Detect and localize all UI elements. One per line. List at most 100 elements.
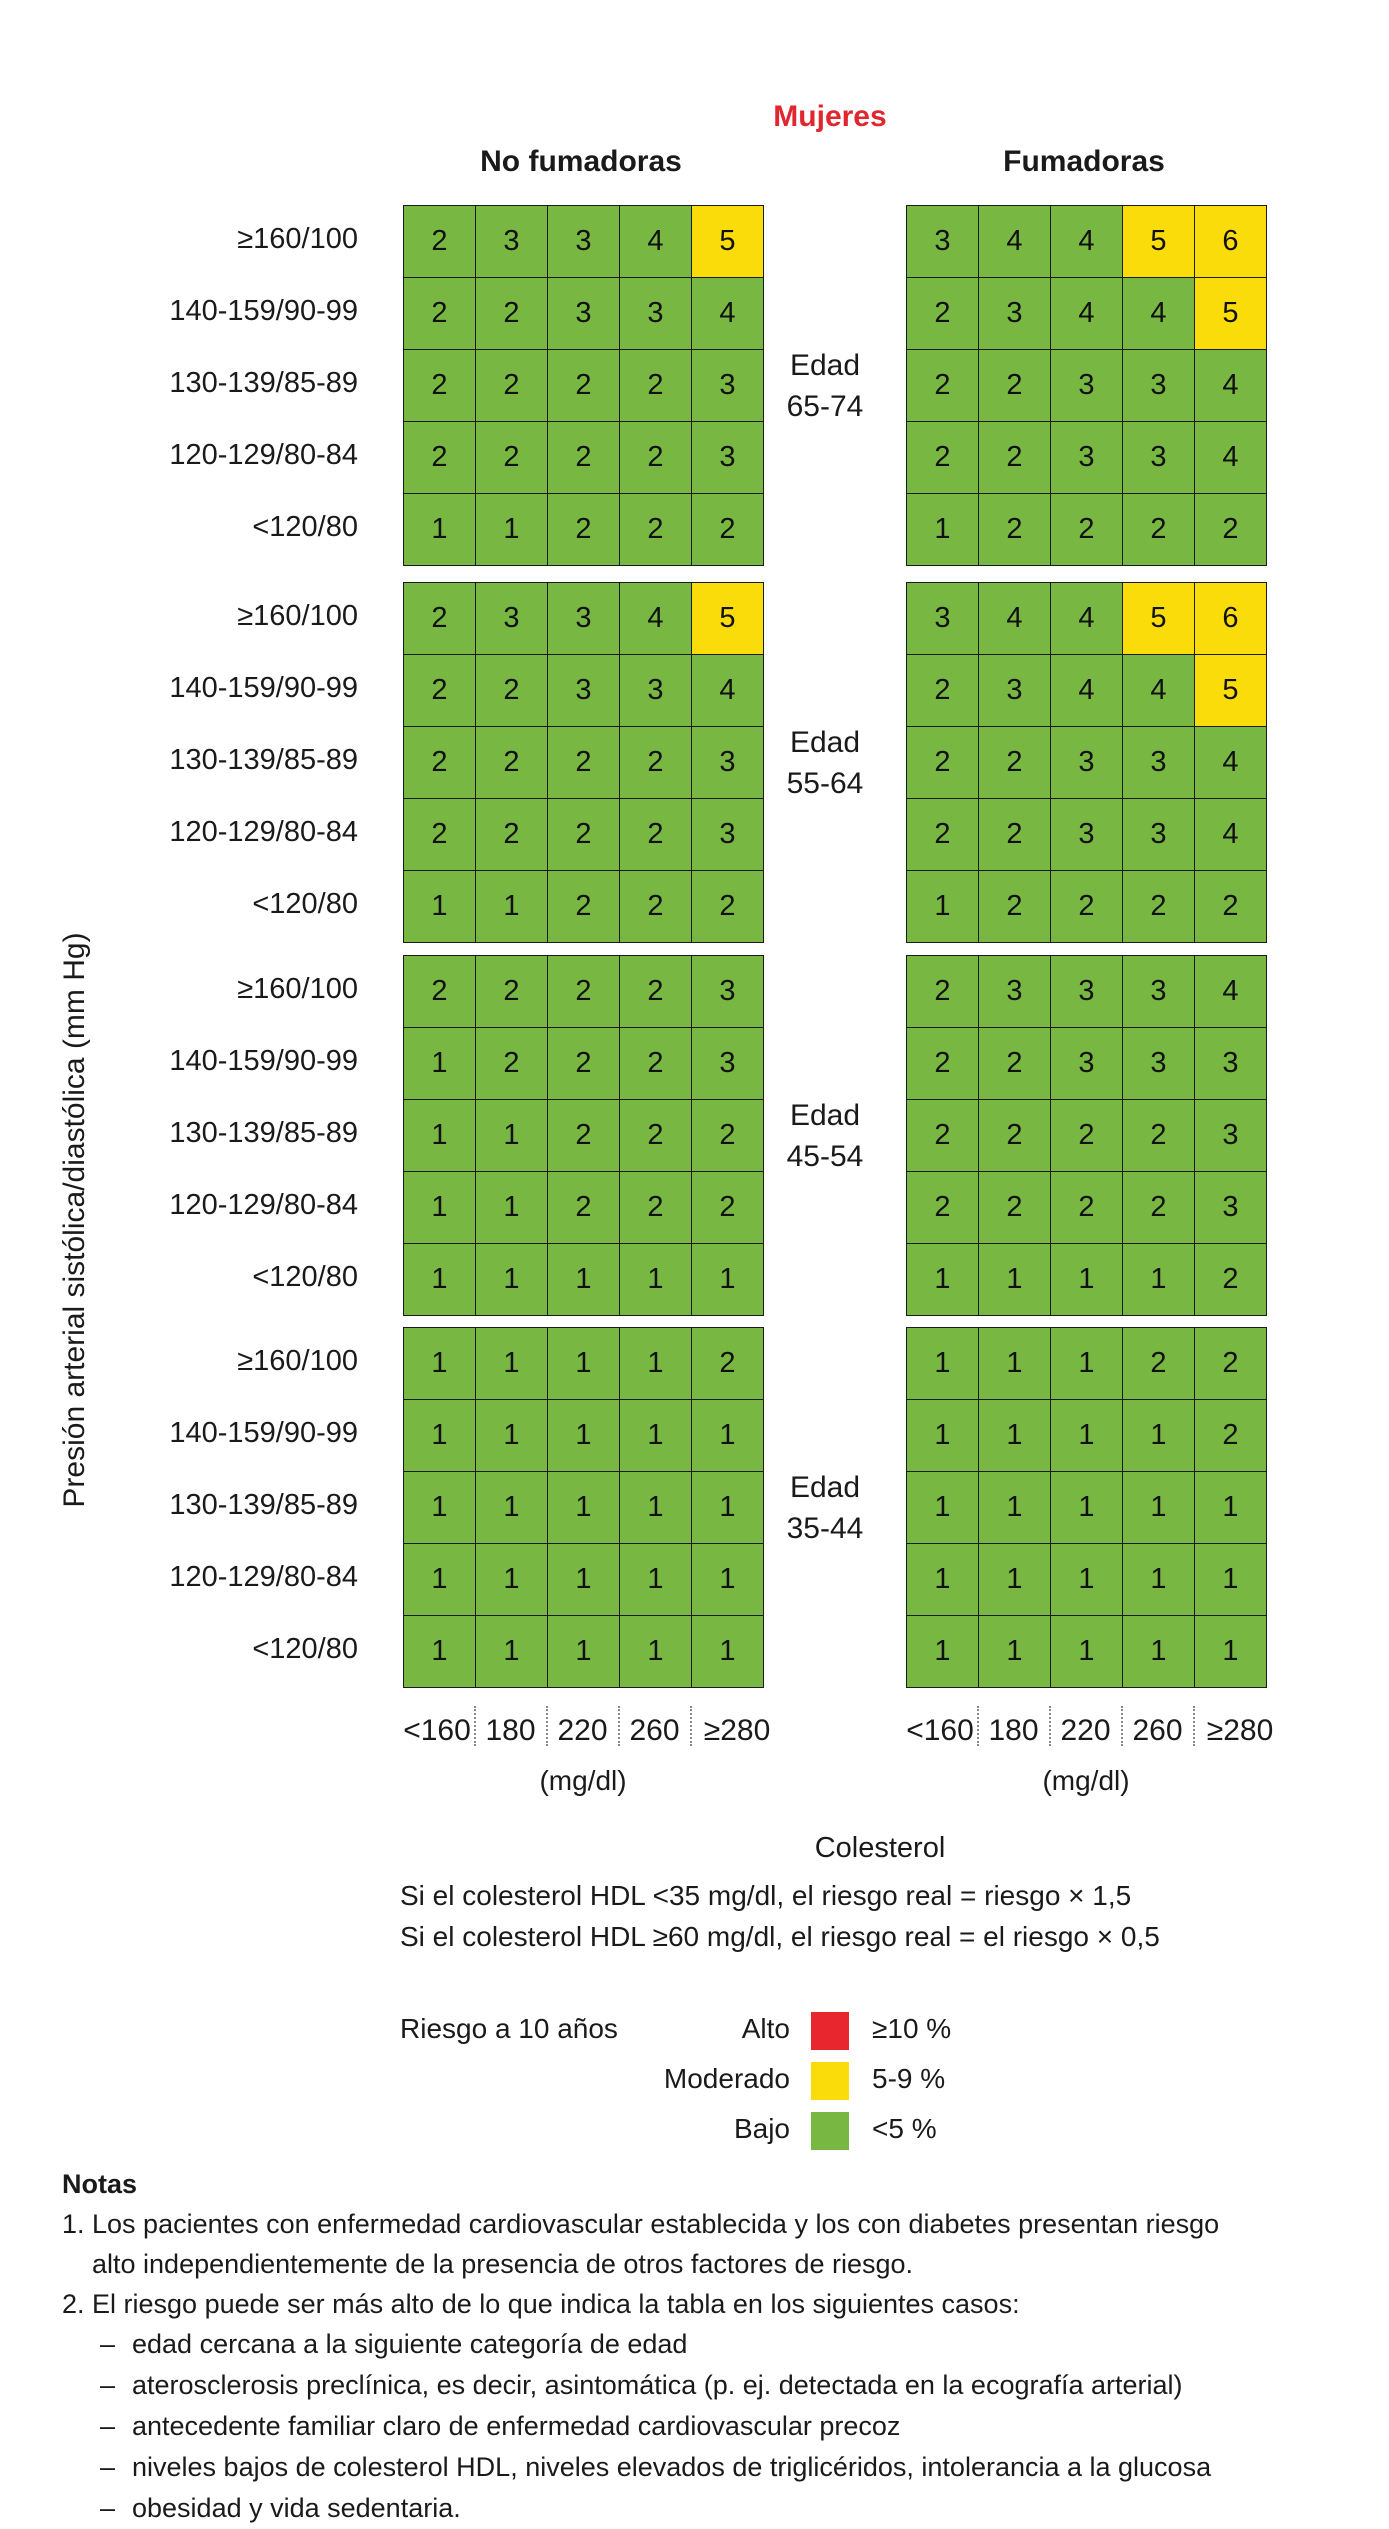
risk-cell: 5: [1195, 655, 1266, 726]
risk-cell: 1: [476, 1544, 547, 1615]
risk-cell: 1: [1195, 1472, 1266, 1543]
risk-cell: 2: [1123, 1100, 1194, 1171]
risk-cell: 3: [548, 583, 619, 654]
x-axis-label: Colesterol: [814, 1832, 946, 1864]
risk-cell: 2: [620, 1028, 691, 1099]
risk-cell: 3: [1123, 1028, 1194, 1099]
x-tick-label: ≥280: [1206, 1714, 1274, 1747]
age-label-line: Edad: [789, 349, 861, 382]
age-label-line: 65-74: [786, 390, 864, 423]
risk-cell: 4: [1123, 278, 1194, 349]
risk-cell: 1: [620, 1472, 691, 1543]
risk-cell: 1: [548, 1544, 619, 1615]
risk-cell: 1: [907, 1544, 978, 1615]
risk-cell: 2: [979, 350, 1050, 421]
x-unit-left: (mg/dl): [539, 1765, 627, 1796]
risk-cell: 2: [620, 494, 691, 565]
risk-cell: 3: [548, 278, 619, 349]
risk-cell: 3: [1195, 1100, 1266, 1171]
age-label-line: Edad: [789, 726, 861, 759]
row-label: 130-139/85-89: [169, 744, 358, 776]
row-label: <120/80: [252, 1633, 358, 1665]
risk-cell: 1: [692, 1544, 763, 1615]
risk-cell: 3: [979, 278, 1050, 349]
risk-cell: 3: [1051, 1028, 1122, 1099]
risk-cell: 2: [620, 350, 691, 421]
risk-cell: 5: [1195, 278, 1266, 349]
risk-cell: 3: [620, 278, 691, 349]
risk-cell: 1: [1051, 1472, 1122, 1543]
risk-cell: 2: [620, 871, 691, 942]
risk-cell: 4: [1051, 583, 1122, 654]
age-label: Edad 55-64: [760, 722, 890, 804]
risk-cell: 2: [548, 871, 619, 942]
risk-cell: 2: [1123, 871, 1194, 942]
risk-cell: 1: [692, 1244, 763, 1315]
risk-cell: 3: [1123, 350, 1194, 421]
risk-cell: 3: [979, 655, 1050, 726]
risk-cell: 3: [692, 350, 763, 421]
row-label: ≥160/100: [237, 223, 358, 255]
risk-cell: 1: [620, 1616, 691, 1687]
legend-label-moderado: Moderado: [663, 2063, 790, 2094]
risk-cell: 3: [548, 206, 619, 277]
x-tick-divider: [546, 1706, 548, 1746]
x-tick-divider: [618, 1706, 620, 1746]
bullet-dash: –: [100, 2329, 116, 2359]
row-label: 120-129/80-84: [169, 1561, 358, 1593]
risk-cell: 1: [979, 1472, 1050, 1543]
risk-cell: 4: [620, 583, 691, 654]
legend-label-bajo: Bajo: [733, 2113, 790, 2144]
risk-cell: 4: [979, 206, 1050, 277]
row-label: ≥160/100: [237, 1345, 358, 1377]
risk-cell: 4: [1195, 422, 1266, 493]
risk-cell: 1: [1123, 1472, 1194, 1543]
risk-cell: 4: [692, 278, 763, 349]
group-label-fumadoras: Fumadoras: [1003, 145, 1165, 178]
bullet-dash: –: [100, 2370, 116, 2400]
risk-cell: 2: [1195, 1328, 1266, 1399]
legend-label-alto: Alto: [741, 2013, 790, 2044]
risk-cell: 1: [404, 1328, 475, 1399]
age-label-line: 55-64: [786, 767, 864, 800]
risk-cell: 3: [1123, 727, 1194, 798]
risk-cell: 1: [979, 1544, 1050, 1615]
x-tick-label: 180: [988, 1714, 1039, 1747]
risk-cell: 1: [907, 1472, 978, 1543]
risk-cell: 3: [1051, 727, 1122, 798]
x-unit-right: (mg/dl): [1042, 1765, 1130, 1796]
risk-cell: 2: [404, 422, 475, 493]
x-tick-label: 260: [1132, 1714, 1183, 1747]
risk-cell: 2: [979, 422, 1050, 493]
risk-cell: 3: [1051, 956, 1122, 1027]
risk-cell: 2: [404, 583, 475, 654]
age-label: Edad 45-54: [760, 1095, 890, 1177]
risk-cell: 1: [907, 1244, 978, 1315]
bullet-dash: –: [100, 2411, 116, 2441]
risk-cell: 2: [979, 1028, 1050, 1099]
risk-cell: 3: [907, 206, 978, 277]
risk-cell: 4: [1123, 655, 1194, 726]
risk-cell: 2: [548, 1100, 619, 1171]
age-label: Edad 65-74: [760, 345, 890, 427]
risk-cell: 2: [692, 871, 763, 942]
risk-cell: 1: [476, 1472, 547, 1543]
y-axis-label: Presión arterial sistólica/diastólica (m…: [58, 932, 91, 1508]
risk-cell: 4: [979, 583, 1050, 654]
risk-cell: 3: [692, 422, 763, 493]
risk-cell: 4: [1195, 350, 1266, 421]
row-label: 130-139/85-89: [169, 1489, 358, 1521]
legend-swatch-bajo: [811, 2112, 849, 2150]
risk-cell: 2: [620, 727, 691, 798]
risk-cell: 3: [476, 583, 547, 654]
risk-cell: 5: [692, 206, 763, 277]
risk-cell: 1: [476, 1244, 547, 1315]
risk-cell: 2: [1051, 494, 1122, 565]
risk-cell: 3: [1195, 1028, 1266, 1099]
age-label-line: 35-44: [786, 1512, 864, 1545]
risk-cell: 4: [1051, 278, 1122, 349]
row-label: <120/80: [252, 1261, 358, 1293]
